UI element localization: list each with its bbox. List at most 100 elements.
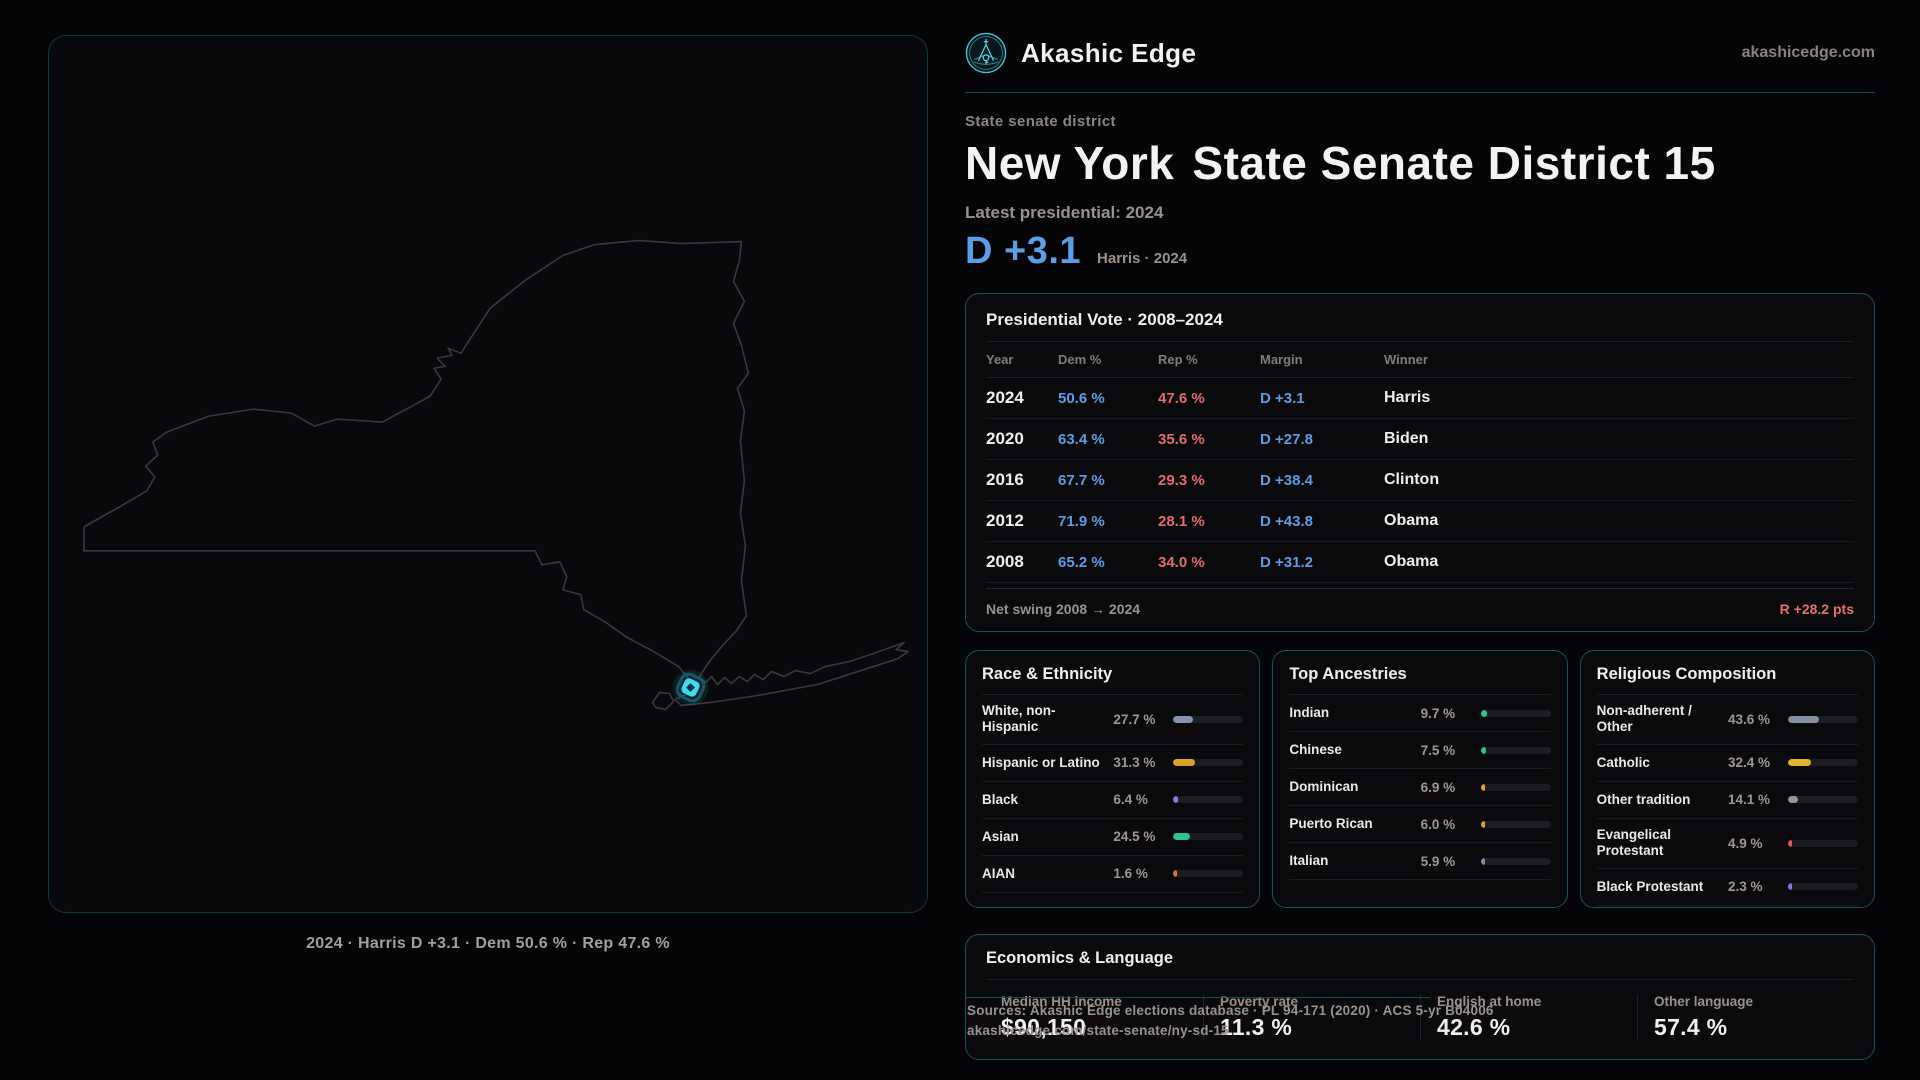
col-margin: Margin [1260,352,1303,367]
card-title: Race & Ethnicity [982,665,1244,695]
net-swing-label: Net swing 2008 → 2024 [986,601,1141,617]
stat-bar-fill [1480,783,1486,791]
cell-dem: 50.6 % [1058,389,1105,407]
margin-caption: Harris · 2024 [1097,250,1188,267]
cell-winner: Obama [1384,553,1439,570]
cell-year: 2016 [986,470,1024,489]
stat-bar [1173,796,1244,804]
economic-stat: English at home 42.6 % [1420,994,1637,1041]
card-title: Presidential Vote · 2008–2024 [986,310,1854,342]
stat-value: 31.3 % [1113,755,1156,771]
race-ethnicity-card: Race & Ethnicity White, non-Hispanic 27.… [965,650,1261,908]
stat-bar-fill [1173,833,1191,841]
card-title: Religious Composition [1596,665,1858,695]
stat-value: 6.0 % [1420,816,1456,832]
cell-dem: 65.2 % [1058,553,1105,571]
title-seat: State Senate District 15 [1192,137,1716,189]
stats-panel: Akashic Edge akashicedge.com State senat… [965,24,1875,1060]
stat-label: Italian [1289,852,1329,868]
divider [986,979,1854,980]
stat-bar-fill [1173,715,1193,723]
margin-value: D +3.1 [965,230,1082,272]
new-york-state-outline [83,239,909,711]
stat-list: Indian 9.7 % Chinese 7.5 % Dominican [1289,695,1551,880]
stat-bar [1788,796,1858,804]
map-caption: 2024 · Harris D +3.1 · Dem 50.6 % · Rep … [306,935,670,952]
stat-value: 6.4 % [1113,792,1148,808]
cell-margin: D +31.2 [1260,553,1313,571]
stat-label: Chinese [1289,741,1342,757]
stat-label: Other language [1654,994,1754,1009]
stat-row: Puerto Rican 6.0 % [1289,806,1551,843]
stat-bar [1788,839,1858,847]
stat-value: 43.6 % [1728,711,1771,727]
stat-bar-fill [1480,820,1485,828]
economic-stat: Median HH income $90,150 [986,994,1203,1041]
stat-value: 27.7 % [1113,711,1156,727]
stat-value: 2.3 % [1728,879,1763,895]
site-domain-link[interactable]: akashicedge.com [1741,44,1875,61]
stat-bar-fill [1173,759,1196,767]
stat-bar [1480,820,1551,828]
cell-dem: 63.4 % [1058,430,1105,448]
table-header: Year Dem % Rep % Margin Winner [986,342,1854,378]
stat-bar [1788,883,1858,891]
cell-winner: Harris [1384,389,1431,406]
kicker: State senate district [965,113,1116,130]
stat-row: Evangelical Protestant 4.9 % [1596,819,1858,869]
stat-value: 42.6 % [1437,1014,1511,1040]
religious-composition-card: Religious Composition Non-adherent / Oth… [1579,650,1875,908]
cell-rep: 35.6 % [1158,430,1205,448]
economics-stats: Median HH income $90,150 Poverty rate 11… [986,994,1854,1041]
stat-label: Indian [1289,704,1330,720]
stat-row: Indian 9.7 % [1289,695,1551,732]
stat-bar-fill [1788,883,1792,891]
cell-year: 2020 [986,429,1024,448]
stat-value: 9.7 % [1420,705,1456,721]
stat-label: English at home [1437,994,1542,1009]
col-dem: Dem % [1058,352,1102,367]
cell-rep: 28.1 % [1158,512,1205,530]
stat-value: 32.4 % [1728,755,1771,771]
table-row: 2020 63.4 % 35.6 % D +27.8 Biden [986,419,1854,460]
stat-bar [1480,783,1551,791]
col-winner: Winner [1384,352,1428,367]
stat-bar [1480,857,1551,865]
stat-row: White, non-Hispanic 27.7 % [982,695,1244,745]
stat-bar [1173,870,1244,878]
district-map[interactable] [48,35,928,913]
stat-bar [1173,759,1244,767]
stat-label: Hispanic or Latino [982,754,1100,770]
stat-value: 14.1 % [1728,792,1771,808]
cell-year: 2024 [986,388,1024,407]
stat-row: Other tradition 14.1 % [1596,782,1858,819]
stat-bar-fill [1788,759,1811,767]
stat-row: Dominican 6.9 % [1289,769,1551,806]
stat-label: Catholic [1596,754,1650,770]
stat-bar [1173,833,1244,841]
stat-row: Hispanic or Latino 31.3 % [982,745,1244,782]
page-title: New York State Senate District 15 [965,136,1875,190]
table-row: 2016 67.7 % 29.3 % D +38.4 Clinton [986,460,1854,501]
cell-winner: Obama [1384,512,1439,529]
cell-year: 2008 [986,552,1024,571]
stat-value: 7.5 % [1420,742,1456,758]
card-title: Top Ancestries [1289,665,1551,695]
stat-bar-fill [1480,857,1485,865]
cell-winner: Clinton [1384,471,1440,488]
stat-bar [1788,759,1858,767]
stat-value: 4.9 % [1728,835,1763,851]
stat-row: AIAN 1.6 % [982,856,1244,893]
cell-rep: 29.3 % [1158,471,1205,489]
cell-margin: D +38.4 [1260,471,1313,489]
stat-bar-fill [1480,709,1488,717]
stat-bar [1173,715,1244,723]
stat-label: Puerto Rican [1289,815,1373,831]
economic-stat: Other language 57.4 % [1637,994,1854,1041]
cell-year: 2012 [986,511,1024,530]
stat-row: Catholic 32.4 % [1596,745,1858,782]
stat-label: White, non-Hispanic [982,703,1056,735]
stat-value: 57.4 % [1654,1014,1728,1040]
stat-bar-fill [1480,746,1486,754]
